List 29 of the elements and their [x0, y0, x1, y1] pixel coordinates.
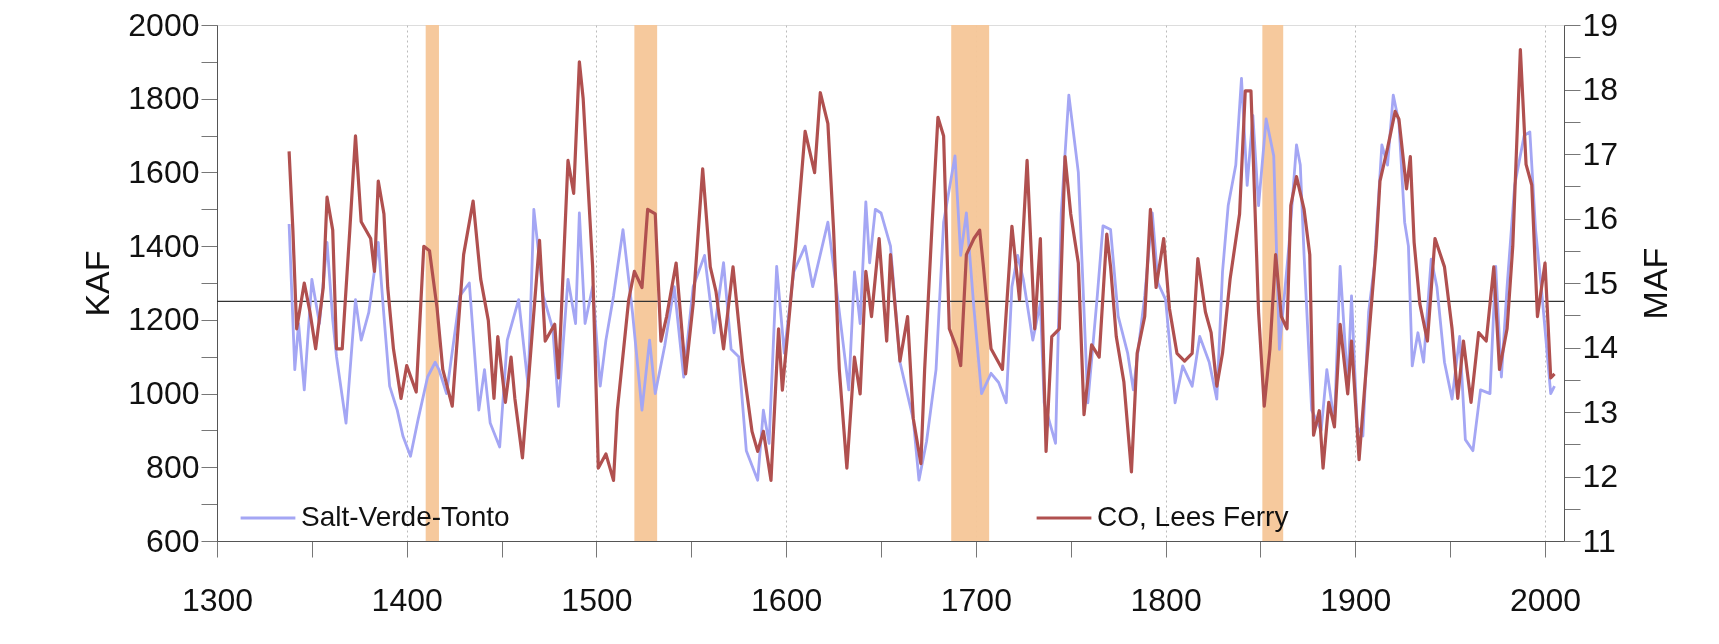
y-tick-label: 800	[146, 448, 200, 485]
legend-label: CO, Lees Ferry	[1097, 501, 1289, 532]
y2-tick-label: 17	[1582, 135, 1619, 172]
y2-tick-label: 16	[1582, 200, 1619, 236]
x-tick-label: 1400	[371, 581, 443, 618]
x-tick-label: 1300	[181, 581, 254, 618]
y-tick-label: 1200	[128, 301, 200, 338]
y-tick-label: 1000	[128, 375, 200, 412]
y2-tick-label: 14	[1582, 329, 1619, 365]
x-tick-label: 1500	[561, 581, 633, 618]
y2-tick-label: 18	[1582, 71, 1619, 107]
y2-tick-label: 13	[1582, 393, 1619, 430]
x-tick-label: 1800	[1130, 581, 1202, 618]
legend-label: Salt-Verde-Tonto	[301, 501, 510, 532]
y2-tick-label: 15	[1582, 264, 1619, 301]
y2-tick-label: 11	[1582, 522, 1616, 559]
x-tick-label: 1900	[1320, 581, 1392, 618]
y-tick-label: 1400	[128, 227, 200, 264]
y-axis-title: KAF	[78, 250, 117, 317]
y2-tick-label: 12	[1582, 458, 1619, 494]
x-tick-label: 1700	[940, 581, 1012, 618]
y-tick-label: 1800	[128, 80, 200, 117]
y2-tick-label: 19	[1582, 6, 1619, 43]
x-tick-label: 2000	[1509, 581, 1582, 618]
y-tick-label: 1600	[128, 153, 200, 190]
x-tick-label: 1600	[751, 581, 823, 618]
y-tick-label: 600	[146, 522, 200, 559]
y2-axis-title: MAF	[1636, 247, 1675, 320]
y-tick-label: 2000	[128, 6, 200, 43]
